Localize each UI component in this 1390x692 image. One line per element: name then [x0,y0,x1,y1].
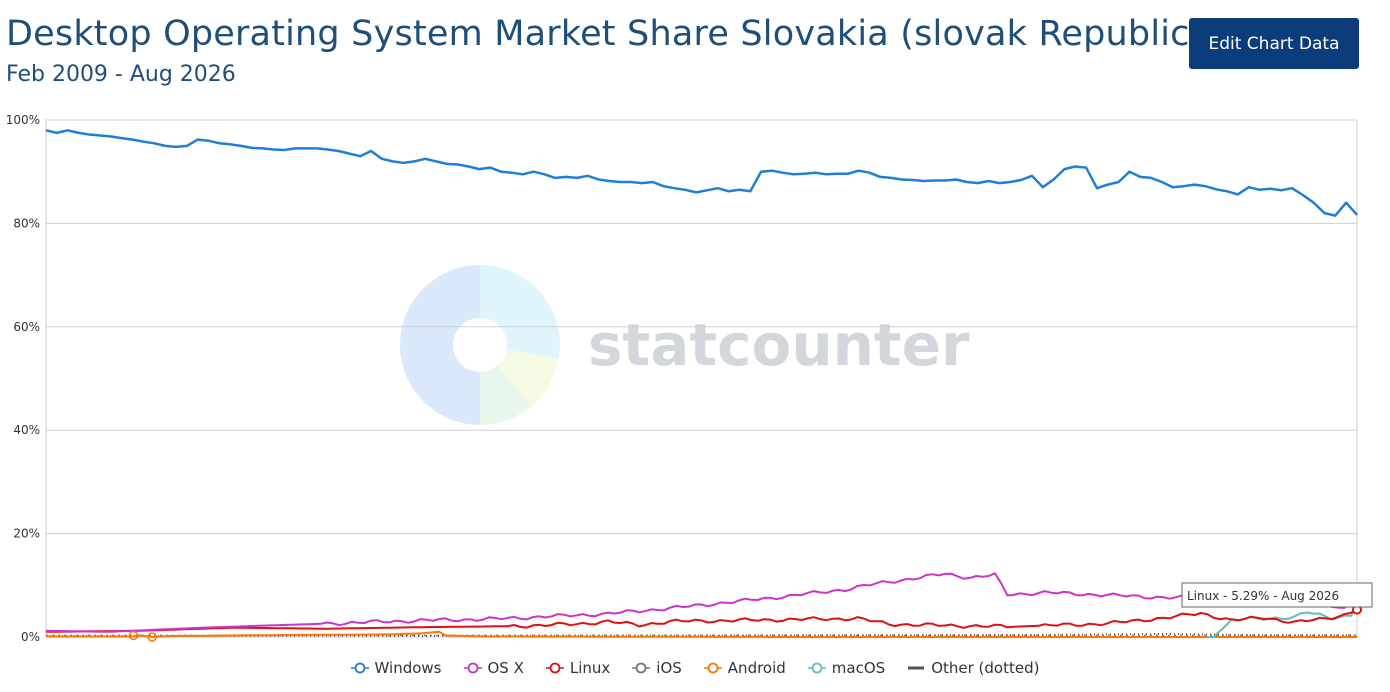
y-tick-label: 100% [6,113,40,127]
tooltip-text: Linux - 5.29% - Aug 2026 [1187,589,1339,603]
legend-marker-icon [350,662,369,674]
legend-label: Other (dotted) [931,659,1040,677]
legend-label: macOS [831,659,886,677]
chart-legend: Windows OS X Linux iOS Android macOS Other (do… [0,657,1390,679]
chart-area: statcounter 0% 20% 40% 60% 80% 100% Linux - 5.2… [6,113,1373,644]
y-tick-label: 20% [13,527,40,541]
legend-marker-icon [463,662,482,674]
chart-tooltip: Linux - 5.29% - Aug 2026 [1181,582,1373,608]
legend-label: Android [727,659,786,677]
legend-marker-icon [632,662,651,674]
legend-item-other-dotted[interactable]: Other (dotted) [907,659,1039,677]
legend-marker-icon [807,662,826,674]
y-tick-label: 40% [13,423,40,437]
android-point-marker[interactable] [147,632,157,642]
watermark-text: statcounter [588,311,970,379]
statcounter-watermark: statcounter [400,265,970,425]
legend-item-macos[interactable]: macOS [807,659,886,677]
legend-label: Linux [569,659,611,677]
page-title: Desktop Operating System Market Share Sl… [6,14,1204,54]
legend-marker-icon [908,666,925,670]
series-line-other-dotted[interactable] [46,632,1357,637]
y-tick-label: 60% [13,320,40,334]
android-point-marker[interactable] [128,630,139,641]
series-line-windows[interactable] [45,129,1358,217]
series-line-android[interactable] [46,630,1357,638]
legend-item-os-x[interactable]: OS X [463,659,524,677]
y-tick-label: 0% [21,630,40,644]
plot-background [45,119,1358,638]
legend-label: Windows [374,659,442,677]
series-line-linux[interactable] [46,608,1358,633]
legend-marker-icon [545,662,564,674]
legend-item-android[interactable]: Android [703,659,786,677]
page-subtitle: Feb 2009 - Aug 2026 [6,62,236,87]
legend-label: OS X [487,659,524,677]
edit-chart-data-button[interactable]: Edit Chart Data [1189,18,1359,69]
series-line-os-x[interactable] [45,572,1358,633]
legend-marker-icon [703,662,722,674]
legend-item-windows[interactable]: Windows [350,659,442,677]
legend-item-linux[interactable]: Linux [545,659,611,677]
legend-label: iOS [656,659,682,677]
legend-item-ios[interactable]: iOS [632,659,682,677]
y-tick-label: 80% [13,216,40,230]
